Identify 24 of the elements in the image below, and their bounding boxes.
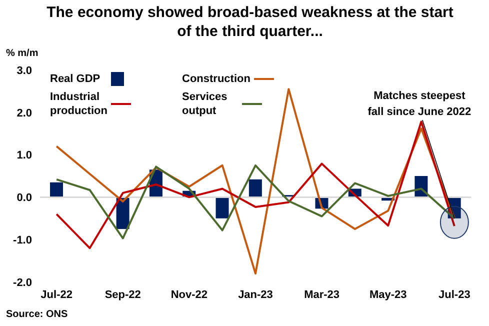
y-axis-title: % m/m	[6, 48, 38, 59]
x-tick-label: Jul-23	[438, 288, 470, 301]
x-tick-label: Jul-22	[40, 288, 72, 301]
y-tick-label: 0.0	[16, 192, 32, 204]
x-tick-label: Sep-22	[104, 288, 141, 301]
bar	[216, 197, 229, 218]
annotation: Matches steepest fall since June 2022	[366, 89, 472, 120]
y-tick-label: 1.0	[16, 150, 32, 162]
y-tick-label: -2.0	[13, 276, 32, 289]
legend-label: Real GDP	[50, 72, 102, 86]
legend-label: Construction	[182, 72, 250, 86]
x-tick-label: May-23	[369, 288, 407, 301]
y-tick-label: 3.0	[16, 64, 32, 77]
legend-label: Services output	[182, 90, 228, 118]
chart-title: The economy showed broad-based weakness at the start of the third quarter...	[46, 3, 454, 41]
x-tick-label: Nov-22	[170, 288, 208, 301]
y-tick-label: 2.0	[16, 107, 32, 120]
source-note: Source: ONS	[6, 309, 68, 320]
x-tick-label: Mar-23	[304, 288, 340, 301]
legend-label: Industrial production	[50, 90, 108, 118]
y-tick-label: -1.0	[13, 234, 32, 247]
bar	[248, 179, 262, 198]
x-tick-label: Jan-23	[238, 288, 273, 301]
bar	[50, 182, 63, 198]
